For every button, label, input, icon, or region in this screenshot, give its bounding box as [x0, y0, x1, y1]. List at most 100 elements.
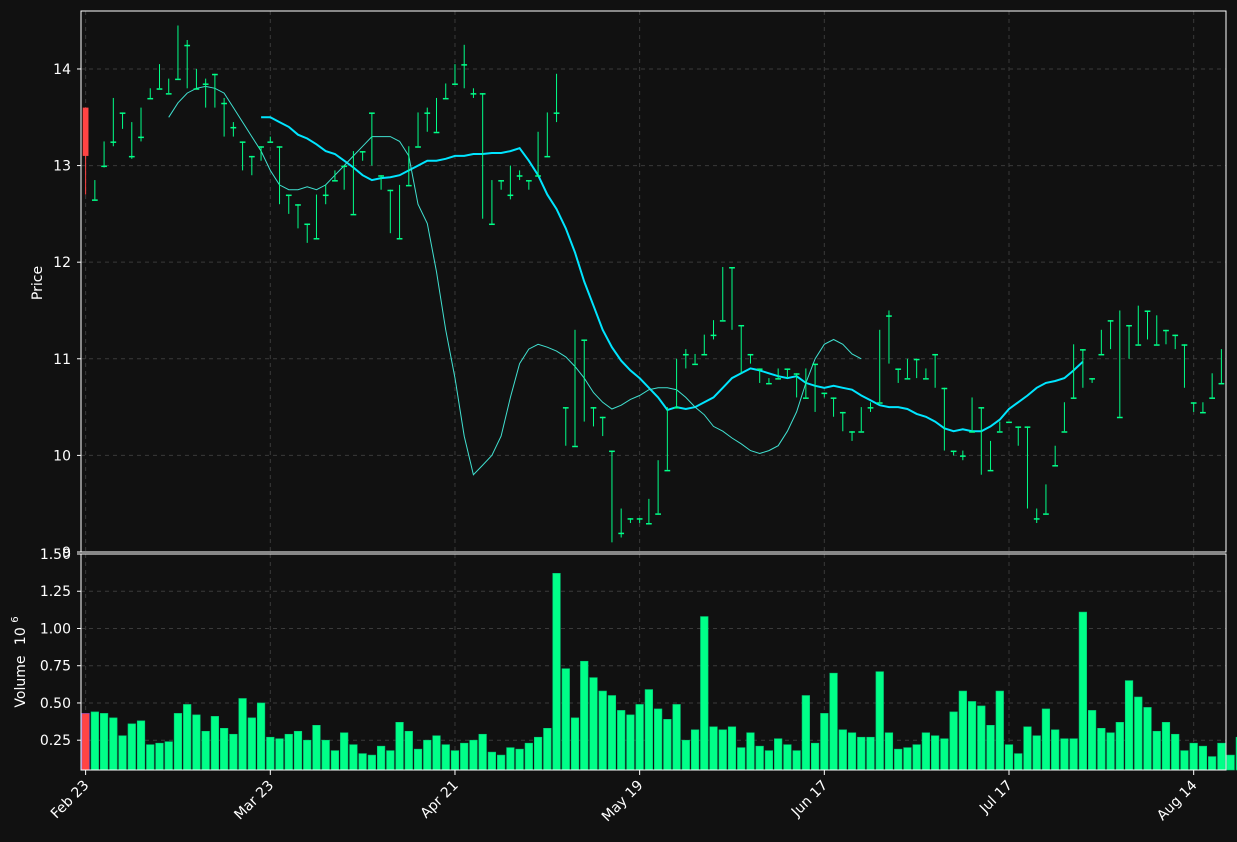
candle-body — [978, 407, 985, 409]
volume-bar — [1041, 708, 1051, 771]
candle-body — [553, 112, 560, 114]
candle-body — [923, 378, 929, 380]
volume-bar — [617, 710, 626, 771]
candle-body — [673, 407, 680, 409]
volume-bar — [921, 732, 930, 771]
volume-bar — [875, 671, 884, 771]
candle-body — [239, 141, 246, 143]
candle-body — [959, 455, 966, 457]
candle-body — [433, 131, 440, 134]
price-tick-label: 10 — [53, 448, 71, 464]
volume-bar — [256, 702, 266, 771]
candle-body — [581, 339, 588, 341]
candle-body — [119, 112, 126, 114]
candle-body — [599, 416, 606, 419]
volume-bar — [1198, 745, 1208, 771]
volume-bars — [81, 573, 1237, 771]
volume-bar — [358, 753, 367, 771]
volume-bar — [99, 713, 109, 771]
candle-body — [1200, 411, 1206, 414]
candle-body — [950, 450, 957, 453]
volume-bar — [903, 747, 912, 771]
candle-body — [1116, 416, 1123, 419]
candle-body — [1098, 353, 1105, 356]
candle-body — [452, 83, 458, 85]
candle-body — [876, 402, 883, 404]
candle-body — [184, 44, 191, 47]
candle-body — [544, 155, 551, 158]
candle-body — [996, 431, 1003, 433]
candle-body — [572, 445, 578, 448]
volume-bar — [238, 698, 247, 771]
volume-scale-base: 10 — [13, 627, 29, 645]
candle-body — [405, 184, 412, 187]
candle-body — [295, 204, 301, 206]
volume-bar — [912, 744, 921, 771]
volume-bar — [894, 748, 903, 771]
volume-bar — [700, 616, 709, 771]
volume-bar — [183, 704, 192, 771]
price-tick-label: 12 — [53, 255, 71, 271]
candle-body — [1209, 397, 1216, 399]
candle-body — [415, 146, 421, 148]
candle-body — [895, 368, 902, 370]
candle-body — [802, 397, 809, 399]
volume-bar — [109, 717, 118, 771]
volume-bar — [1004, 744, 1014, 771]
candles — [82, 25, 1225, 543]
candle-body — [969, 431, 975, 433]
candle-body — [175, 78, 181, 81]
volume-bar — [783, 744, 792, 771]
volume-bar — [293, 730, 303, 771]
volume-bar — [303, 739, 312, 771]
volume-tick-label: 1.00 — [40, 621, 71, 637]
candle-body — [1089, 378, 1095, 380]
candle-body — [1006, 421, 1012, 424]
candle-body — [830, 397, 837, 399]
volume-bar — [1134, 696, 1143, 771]
volume-bar — [413, 748, 423, 771]
volume-bar — [155, 742, 164, 771]
candle-body — [812, 363, 818, 366]
volume-bar — [1097, 727, 1106, 771]
candle-body — [719, 320, 726, 322]
volume-bar — [644, 689, 653, 771]
volume-bar — [552, 573, 561, 771]
candle-body — [396, 238, 403, 240]
volume-bar — [1032, 735, 1041, 771]
candle-body — [322, 194, 329, 197]
volume-bar — [1060, 738, 1069, 771]
volume-bar — [321, 739, 330, 771]
volume-bar — [367, 754, 376, 771]
volume-bar — [949, 711, 958, 771]
volume-tick-label: 0.75 — [40, 659, 71, 675]
volume-bar — [847, 732, 857, 771]
candle-body — [784, 368, 791, 370]
candle-body — [489, 223, 495, 226]
candle-body — [941, 387, 948, 390]
volume-bar — [497, 754, 506, 771]
volume-bar — [570, 717, 580, 771]
volume-bar — [1226, 754, 1235, 771]
candle-body — [701, 353, 708, 356]
volume-bar — [737, 747, 746, 771]
volume-bar — [441, 744, 450, 771]
volume-bar — [136, 720, 146, 771]
volume-bar — [672, 704, 681, 771]
volume-bar — [432, 735, 441, 771]
volume-bar — [210, 716, 219, 771]
volume-bar — [506, 747, 515, 771]
candle-body — [535, 175, 541, 177]
candle-body — [646, 523, 652, 525]
candle-body — [507, 194, 514, 197]
candle-body — [516, 175, 523, 177]
volume-tick-label: 1.50 — [40, 547, 71, 563]
candle-body — [1181, 344, 1188, 346]
price-tick-label: 14 — [53, 62, 71, 78]
volume-bar — [709, 726, 718, 771]
candle-body — [285, 194, 292, 197]
volume-bar — [543, 727, 552, 771]
candle-body — [858, 431, 865, 433]
candle-body — [1070, 397, 1077, 399]
volume-bar — [349, 744, 358, 771]
